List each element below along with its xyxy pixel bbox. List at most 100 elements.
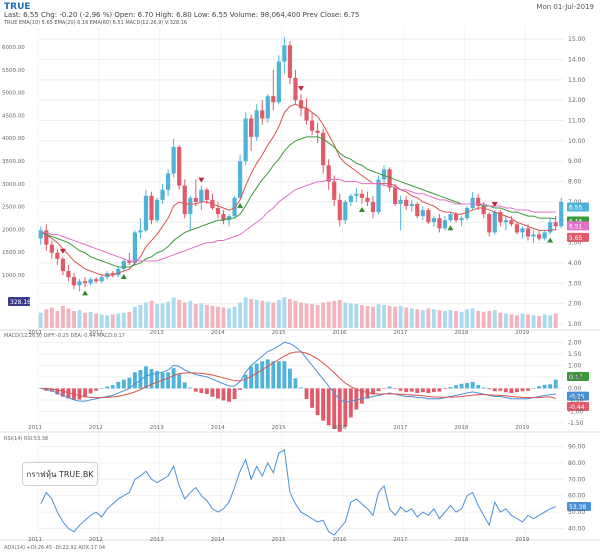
candle-body: [221, 214, 226, 221]
volume-bar: [99, 314, 104, 328]
macd-histogram-bar: [343, 388, 348, 427]
volume-bar: [310, 304, 315, 328]
macd-histogram-bar: [437, 388, 442, 392]
macd-tick-label: 1.00: [568, 362, 582, 369]
candle-body: [199, 189, 204, 202]
volume-bar: [470, 308, 475, 328]
volume-bar: [77, 310, 82, 328]
x-tick-label: 2014: [211, 537, 225, 543]
volume-bar: [476, 311, 481, 328]
volume-bar: [227, 308, 231, 328]
volume-tick-label: 2000.00: [2, 227, 25, 233]
candle-body: [260, 110, 265, 119]
candle-body: [110, 273, 115, 276]
volume-tick-label: 4000.00: [2, 136, 25, 142]
ema-lines: [40, 103, 556, 276]
candle-body: [465, 208, 470, 219]
volume-bar: [221, 307, 226, 328]
candle-body: [121, 260, 126, 270]
macd-title: MACD(12,26,9) DIFF:-0.25 DEA:-0.44 MACD:…: [4, 333, 125, 339]
candle-body: [409, 203, 414, 206]
macd-histogram-bar: [238, 388, 243, 390]
candle-body: [542, 232, 547, 239]
macd-histogram-bar: [221, 388, 226, 401]
candle-body: [171, 146, 176, 174]
macd-histogram-bar: [492, 388, 497, 392]
volume-bar: [299, 302, 303, 328]
candle-body: [520, 228, 525, 233]
macd-histogram-bar: [332, 388, 337, 429]
buy-marker: [358, 206, 365, 212]
macd-histogram-bar: [116, 381, 121, 389]
rsi-tick-label: 80.00: [568, 460, 585, 467]
candle-body: [354, 193, 359, 196]
candle-body: [437, 218, 442, 229]
x-tick-label: 2018: [454, 425, 468, 431]
candle-body: [393, 187, 398, 204]
macd-histogram-bar: [166, 372, 171, 389]
macd-histogram-bar: [404, 388, 409, 393]
volume-bar: [415, 309, 420, 328]
x-tick-label: 2014: [211, 425, 225, 431]
volume-bar: [487, 311, 492, 328]
volume-tick-label: 5500.00: [2, 68, 25, 74]
x-tick-label: 2016: [333, 425, 347, 431]
candle-body: [237, 161, 243, 198]
candle-body: [531, 234, 536, 237]
candle-body: [77, 281, 82, 286]
volume-bar: [188, 300, 193, 328]
sell-marker: [59, 248, 66, 254]
candle-body: [315, 130, 320, 133]
volume-bar: [55, 311, 60, 328]
volume-bar: [454, 311, 458, 328]
macd-histogram-bar: [426, 388, 431, 394]
macd-tick-label: 2.00: [568, 339, 582, 346]
volume-bar: [542, 314, 547, 328]
macd-histogram-bar: [243, 374, 248, 389]
volume-bar: [431, 309, 436, 328]
candle-body: [182, 185, 187, 215]
candle-body: [287, 45, 293, 78]
ema60-line: [40, 179, 556, 262]
axis-labels: 1.002.003.004.005.006.007.008.009.0010.0…: [2, 36, 585, 551]
buy-marker: [447, 225, 454, 231]
volume-bar: [216, 306, 220, 328]
candle-body: [66, 271, 71, 278]
candle-body: [265, 96, 270, 119]
volume-bar: [420, 310, 425, 328]
volume-bar: [155, 304, 159, 328]
candle-body: [332, 181, 337, 200]
volume-bar: [437, 310, 442, 328]
macd-histogram-bar: [49, 388, 54, 392]
volume-bar: [443, 311, 447, 328]
rsi-tag: 53.38: [569, 504, 586, 511]
macd-histogram-bar: [254, 363, 259, 389]
volume-bar: [354, 304, 359, 328]
adx-legend: ADX(14) +DI:26.45 -DI:22.92 ADX:17.04: [4, 545, 105, 551]
volume-bar: [426, 308, 431, 328]
macd-histogram-bar: [60, 388, 65, 397]
price-tag-bg: [567, 202, 589, 212]
volume-bar: [409, 308, 414, 328]
candle-body: [149, 195, 154, 221]
candle-body: [476, 197, 481, 206]
volume-tick-label: 2500.00: [2, 205, 25, 211]
price-tag-bg: [567, 221, 589, 231]
rsi-tick-label: 60.00: [568, 493, 585, 500]
macd-histogram-bar: [537, 386, 542, 389]
macd-histogram-bar: [105, 386, 110, 389]
candle-body: [82, 281, 88, 284]
x-tick-label: 2015: [272, 537, 286, 543]
volume-tag: 328.16: [10, 299, 31, 306]
macd-histogram-bar: [470, 381, 475, 389]
macd-histogram-bar: [526, 388, 530, 391]
macd-histogram-bar: [193, 388, 198, 392]
volume-bar: [537, 316, 542, 328]
macd-tick-label: -1.00: [568, 408, 584, 415]
volume-bar: [66, 308, 71, 328]
volume-bar: [83, 312, 88, 328]
rsi-tag-bg: [567, 502, 591, 512]
candle-body: [453, 214, 459, 221]
candle-body: [442, 220, 448, 229]
